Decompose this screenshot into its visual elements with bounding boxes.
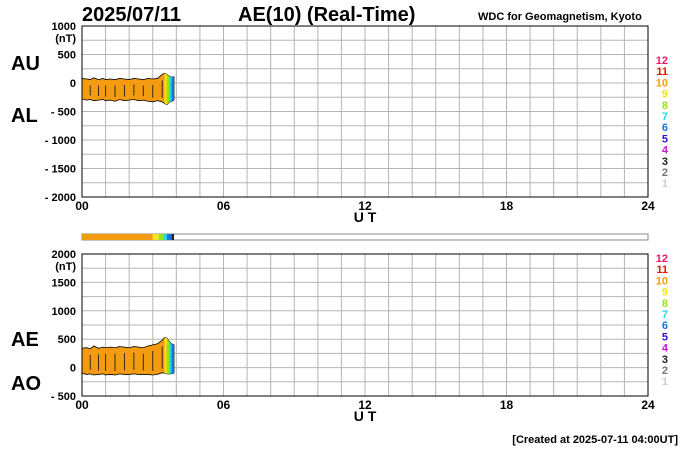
status-segment	[163, 234, 167, 240]
index-range-area	[81, 72, 175, 106]
ae-ao-data	[81, 337, 175, 376]
legend-entry-10: 10	[656, 77, 668, 89]
legend-entry-3: 3	[662, 354, 668, 366]
au-al-unit-label: (nT)	[55, 33, 76, 45]
y-tick-label: 1000	[52, 21, 76, 33]
created-timestamp: [Created at 2025-07-11 04:00UT]	[512, 434, 678, 446]
legend-entry-12: 12	[656, 253, 668, 265]
au-label: AU	[11, 53, 40, 75]
status-segment	[82, 234, 153, 240]
legend-entry-8: 8	[662, 100, 668, 112]
legend-entry-11: 11	[656, 264, 668, 276]
station-count-segment	[171, 76, 174, 102]
x-tick-label: 06	[217, 398, 231, 412]
x-tick-label: 24	[641, 199, 655, 213]
y-tick-label: 500	[58, 334, 76, 346]
al-label: AL	[11, 105, 38, 127]
au-al-data	[81, 72, 175, 106]
x-tick-label: 18	[500, 398, 514, 412]
ae-ao-y-ticks: 2000 1500 1000 500 0 - 500	[51, 249, 76, 403]
au-al-plot-frame	[81, 25, 649, 198]
x-tick-label: 12	[358, 199, 372, 213]
station-count-segment	[169, 341, 172, 374]
ae-ao-x-axis-label: U T	[354, 408, 377, 424]
legend-entry-7: 7	[662, 111, 668, 123]
legend-entry-4: 4	[662, 343, 669, 355]
legend-entry-6: 6	[662, 122, 668, 134]
legend-entry-9: 9	[662, 287, 668, 299]
y-tick-label: - 1000	[45, 135, 76, 147]
status-segment	[171, 234, 174, 240]
station-count-segment	[169, 76, 172, 103]
y-tick-label: 0	[70, 78, 76, 90]
station-count-segment	[166, 74, 170, 105]
x-tick-label: 00	[75, 199, 89, 213]
station-count-segment	[171, 343, 174, 374]
au-al-y-ticks: 1000 500 0 - 500 - 1000 - 1500 - 2000	[45, 21, 76, 204]
x-tick-label: 12	[358, 398, 372, 412]
y-tick-label: - 2000	[45, 192, 76, 204]
x-tick-label: 18	[500, 199, 514, 213]
legend-entry-2: 2	[662, 365, 668, 377]
x-tick-label: 06	[217, 199, 231, 213]
legend-entry-5: 5	[662, 133, 668, 145]
organization-label: WDC for Geomagnetism, Kyoto	[478, 11, 642, 23]
index-range-area	[81, 337, 175, 376]
au-al-x-ticks: 00 06 12 18 24	[75, 199, 655, 213]
legend-entry-6: 6	[662, 320, 668, 332]
legend-entry-11: 11	[656, 66, 668, 78]
y-tick-label: 2000	[52, 249, 76, 261]
legend-entry-1: 1	[662, 178, 668, 190]
legend-entry-7: 7	[662, 309, 668, 321]
y-tick-label: 0	[70, 363, 76, 375]
status-segment	[166, 234, 172, 240]
ae-ao-grid	[82, 254, 648, 396]
legend-entry-3: 3	[662, 156, 668, 168]
y-tick-label: 1500	[52, 277, 76, 289]
chart-title: AE(10) (Real-Time)	[238, 4, 416, 26]
station-count-segment	[164, 73, 167, 105]
legend-entry-9: 9	[662, 89, 668, 101]
status-segment	[158, 234, 164, 240]
legend-entry-2: 2	[662, 167, 668, 179]
y-tick-label: 500	[58, 50, 76, 62]
legend-entry-10: 10	[656, 275, 668, 287]
ae-ao-unit-label: (nT)	[55, 261, 76, 273]
ao-label: AO	[11, 373, 41, 395]
ae-ao-plot-frame	[81, 253, 649, 397]
x-tick-label: 24	[641, 398, 655, 412]
status-segment	[152, 234, 159, 240]
legend-entry-5: 5	[662, 331, 668, 343]
station-status-bar	[81, 233, 649, 241]
station-count-segment	[164, 337, 167, 374]
y-tick-label: 1000	[52, 306, 76, 318]
station-count-segment	[166, 338, 170, 374]
ae-ao-x-ticks: 00 06 12 18 24	[75, 398, 655, 412]
legend-entry-8: 8	[662, 298, 668, 310]
y-tick-label: - 500	[51, 391, 76, 403]
date-title: 2025/07/11	[82, 4, 181, 26]
legend-entry-1: 1	[662, 376, 668, 388]
ae-label: AE	[11, 329, 39, 351]
au-al-x-axis-label: U T	[354, 209, 377, 225]
y-tick-label: - 500	[51, 107, 76, 119]
au-al-grid	[82, 26, 648, 197]
legend-entry-4: 4	[662, 145, 669, 157]
y-tick-label: - 1500	[45, 164, 76, 176]
x-tick-label: 00	[75, 398, 89, 412]
legend-entry-12: 12	[656, 55, 668, 67]
